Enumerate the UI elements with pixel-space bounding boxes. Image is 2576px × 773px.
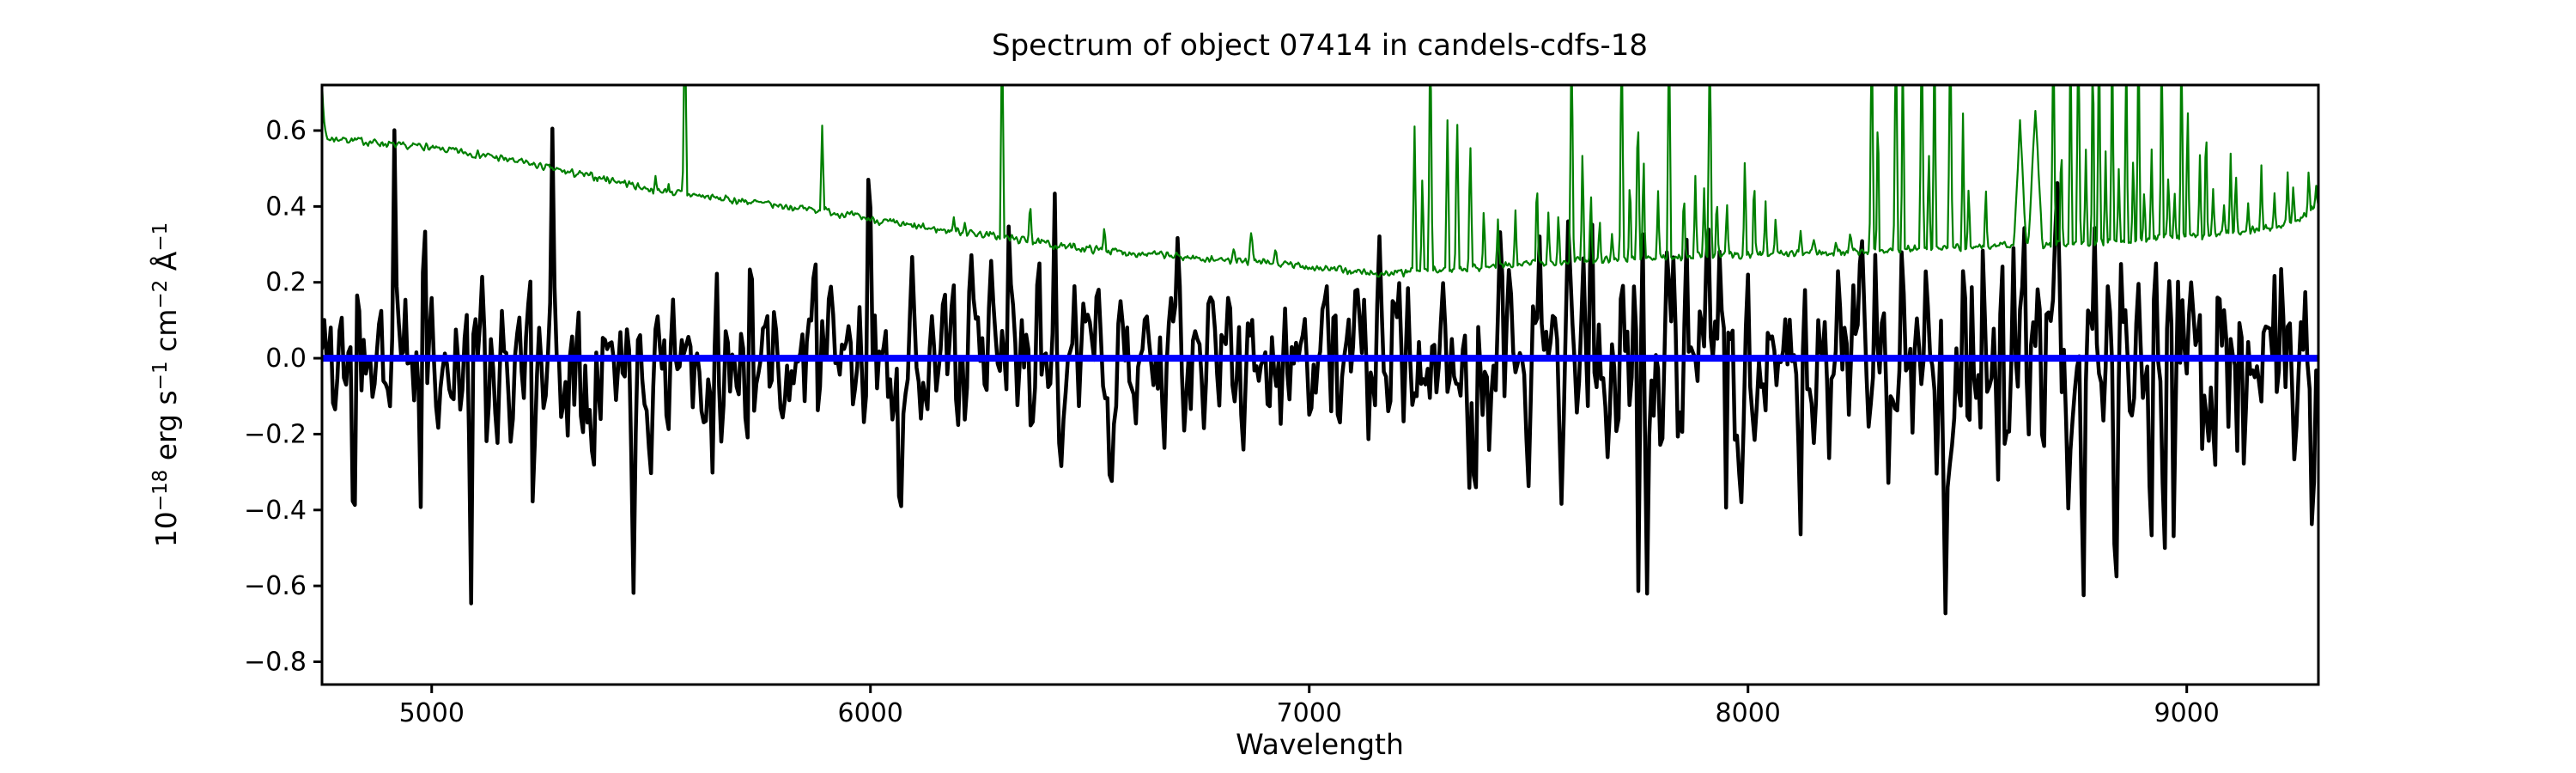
axes-frame: 5000 6000 7000 8000 9000 0.6 0.4 0.2 0.0 −0.2 −0.4…	[244, 83, 2320, 728]
y-tick-label: 0.2	[265, 268, 307, 298]
x-tick-label: 6000	[838, 698, 903, 728]
flux-spectrum-curve	[322, 126, 2318, 616]
plot-curves	[322, 85, 2318, 616]
y-tick-label: 0.6	[265, 116, 307, 146]
y-axis-label-text: 10−18​ erg s−1​ cm−2​ Å−1​	[149, 222, 183, 548]
y-tick-label: −0.8	[244, 647, 307, 677]
y-tick-label: −0.2	[244, 419, 307, 449]
y-axis-label: 10−18​ erg s−1​ cm−2​ Å−1​	[149, 222, 183, 548]
plot-spines	[320, 83, 2320, 686]
y-tick-label: −0.6	[244, 571, 307, 601]
x-tick-label: 8000	[1716, 698, 1781, 728]
chart-title: Spectrum of object 07414 in candels-cdfs…	[992, 28, 1648, 63]
sky-noise-curve	[322, 85, 2318, 278]
x-tick-label: 5000	[399, 698, 465, 728]
y-tick-label: 0.0	[265, 344, 307, 374]
y-tick-label: 0.4	[265, 192, 307, 222]
x-tick-label: 7000	[1277, 698, 1342, 728]
x-axis-label: Wavelength	[1236, 727, 1404, 761]
x-tick-label: 9000	[2154, 698, 2220, 728]
y-tick-label: −0.4	[244, 496, 307, 526]
